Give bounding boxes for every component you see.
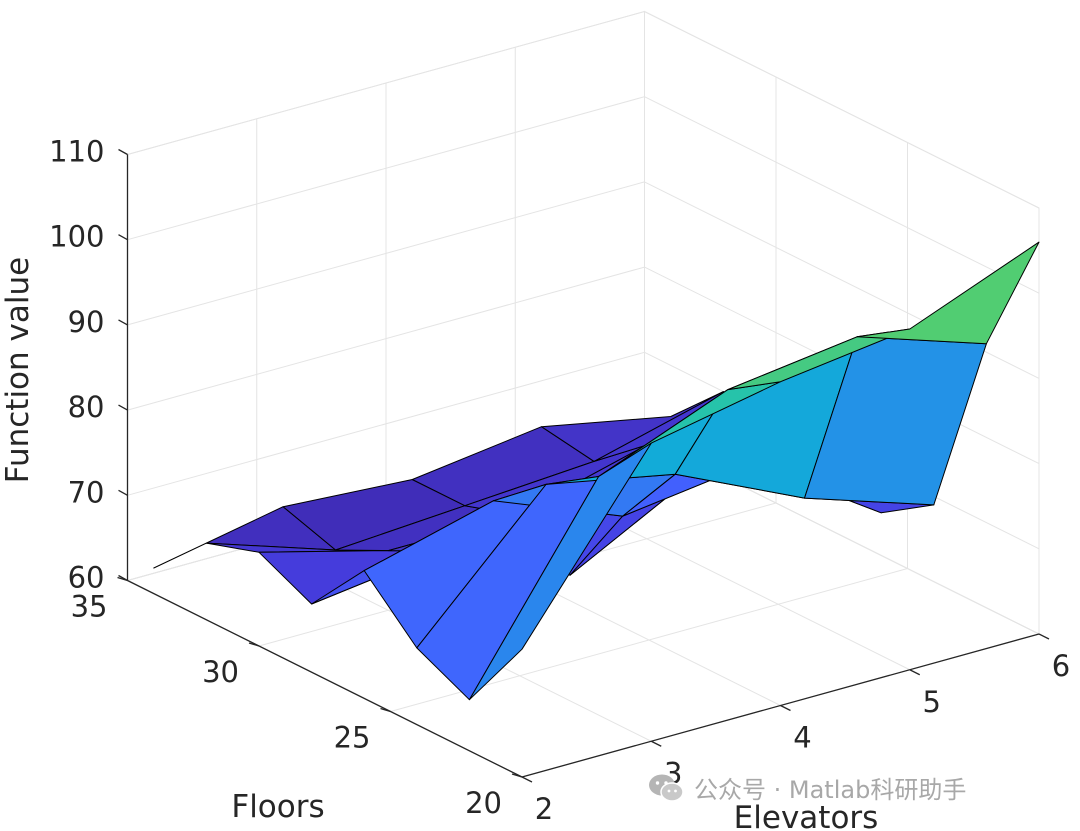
z-tick-mark bbox=[118, 574, 128, 582]
x-tick-mark bbox=[909, 669, 921, 676]
y-tick-label: 35 bbox=[71, 590, 108, 624]
y-tick-mark bbox=[248, 642, 260, 647]
y-tick-mark bbox=[511, 773, 523, 778]
z-tick-mark bbox=[118, 404, 128, 411]
z-tick-mark bbox=[118, 148, 128, 156]
y-tick-label: 20 bbox=[465, 786, 502, 820]
surface-face bbox=[856, 241, 1040, 345]
x-axis-label: Elevators bbox=[734, 800, 879, 831]
z-tick-mark bbox=[118, 319, 128, 326]
z-tick-label: 80 bbox=[68, 390, 105, 424]
y-axis-label: Floors bbox=[231, 789, 324, 825]
x-tick-label: 5 bbox=[923, 685, 941, 719]
x-tick-label: 4 bbox=[793, 721, 811, 755]
gridline-z-back bbox=[127, 11, 645, 155]
z-tick-mark bbox=[118, 234, 128, 241]
y-tick-label: 30 bbox=[202, 655, 239, 689]
watermark: 公众号 · Matlab科研助手 bbox=[648, 770, 966, 805]
gridline-z-side bbox=[644, 11, 1040, 209]
z-tick-label: 60 bbox=[68, 561, 105, 595]
x-tick-mark bbox=[780, 704, 791, 712]
gridline-z-back bbox=[127, 266, 645, 411]
y-tick-mark bbox=[380, 707, 391, 713]
x-tick-mark bbox=[650, 740, 662, 747]
z-tick-label: 90 bbox=[68, 305, 105, 339]
z-tick-mark bbox=[118, 489, 128, 496]
x-tick-mark bbox=[1038, 633, 1050, 640]
x-tick-label: 6 bbox=[1052, 649, 1070, 683]
gridline-z-back bbox=[127, 96, 645, 241]
z-axis-label: Function value bbox=[0, 257, 36, 483]
gridline-z-back bbox=[127, 351, 645, 496]
axes-lines bbox=[117, 148, 1050, 783]
surface-mesh bbox=[153, 241, 1040, 701]
x-tick-mark bbox=[521, 776, 533, 783]
watermark-text: 公众号 · Matlab科研助手 bbox=[694, 776, 967, 804]
z-tick-label: 110 bbox=[49, 135, 104, 169]
wechat-icon bbox=[649, 774, 684, 802]
y-tick-label: 25 bbox=[334, 721, 371, 755]
z-tick-label: 70 bbox=[68, 475, 105, 509]
gridline-z-side bbox=[644, 96, 1040, 294]
gridline-z-back bbox=[127, 181, 645, 326]
y-axis-line bbox=[127, 579, 523, 778]
z-tick-label: 100 bbox=[49, 220, 104, 254]
x-tick-label: 2 bbox=[535, 792, 553, 826]
